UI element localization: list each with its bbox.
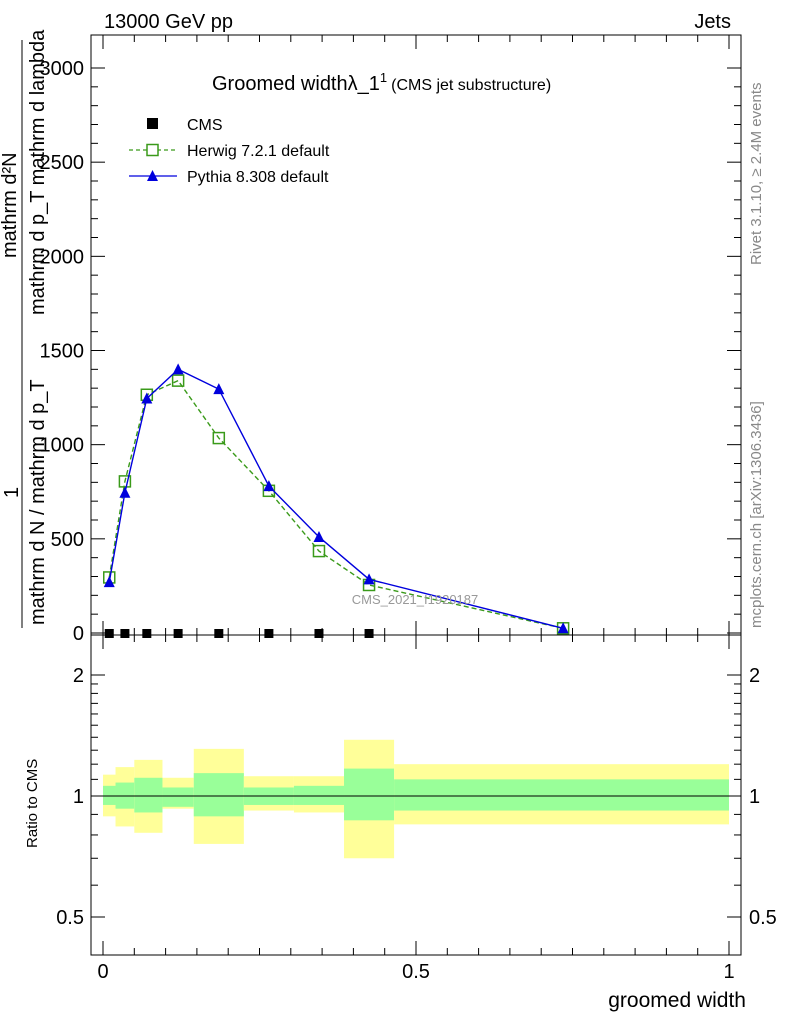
cms-data-point	[264, 629, 274, 638]
y-axis-label-one: 1	[1, 487, 23, 498]
series-line-2	[108, 368, 564, 629]
ratio-inner-band	[162, 787, 194, 807]
pythia-data-point	[141, 392, 153, 404]
x-tick-label: 0.5	[402, 961, 430, 983]
pythia-data-point	[119, 486, 131, 498]
cms-data-point	[120, 629, 130, 638]
herwig-data-point	[212, 431, 226, 445]
main-axes	[91, 35, 741, 635]
cms-data-point	[364, 629, 374, 638]
main-series-layer	[103, 363, 570, 638]
y-tick-label: 0	[73, 623, 84, 645]
cms-data-point	[104, 629, 114, 638]
legend: CMS Herwig 7.2.1 default Pythia 8.308 de…	[129, 117, 330, 186]
legend-label-cms: CMS	[187, 117, 223, 134]
chart-title-sup: 1	[380, 70, 387, 85]
rivet-version-label: Rivet 3.1.10, ≥ 2.4M events	[748, 83, 765, 266]
ratio-y-tick-label: 0.5	[56, 907, 84, 929]
pythia-data-point	[172, 363, 184, 375]
main-plot-panel: 0 500 1000 1500 2000 2500 3000 Groomed widthλ_…	[0, 29, 742, 645]
ratio-plot-frame	[90, 634, 742, 956]
pythia-data-point	[313, 530, 325, 542]
cms-data-point	[142, 629, 152, 638]
chart-title-main: Groomed widthλ_1	[212, 73, 380, 95]
chart-title-sub: (CMS jet substructure)	[391, 77, 551, 94]
pythia-data-point	[557, 622, 569, 634]
pythia-data-point	[213, 383, 225, 395]
herwig-data-point	[171, 374, 185, 387]
chart-title: Groomed widthλ_11 (CMS jet substructure)	[212, 70, 551, 95]
x-axis-label: groomed width	[608, 989, 746, 1012]
ratio-y-tick-label: 1	[73, 786, 84, 808]
cms-data-point	[214, 629, 224, 638]
ratio-inner-band	[134, 777, 163, 813]
legend-marker-herwig	[146, 143, 159, 157]
ratio-y-tick-label: 2	[73, 665, 84, 687]
analysis-watermark: CMS_2021_I1920187	[352, 592, 479, 607]
category-label: Jets	[694, 11, 731, 33]
cms-data-point	[173, 629, 183, 638]
ratio-inner-band	[344, 768, 395, 821]
y-tick-label: 1000	[40, 435, 85, 457]
ratio-y-axis-label: Ratio to CMS	[24, 759, 41, 848]
legend-marker-pythia	[147, 170, 158, 181]
ratio-bands	[103, 739, 729, 859]
y-tick-label: 2000	[40, 246, 85, 268]
y-axis-label-denominator: mathrm d p_T mathrm d lambda	[27, 29, 49, 315]
ratio-inner-band	[103, 785, 116, 805]
x-tick-label: 0	[97, 961, 108, 983]
mcplots-label: mcplots.cern.ch [arXiv:1306.3436]	[748, 401, 765, 628]
ratio-y-tick-label-right: 2	[749, 665, 760, 687]
ratio-y-tick-label-right: 1	[749, 786, 760, 808]
legend-label-herwig: Herwig 7.2.1 default	[187, 143, 330, 160]
y-tick-label: 500	[51, 529, 84, 551]
pythia-data-point	[103, 576, 115, 588]
series-line-1	[108, 379, 564, 629]
legend-label-pythia: Pythia 8.308 default	[187, 169, 329, 186]
y-tick-label: 2500	[40, 152, 85, 174]
x-tick-label: 1	[723, 961, 734, 983]
y-axis-label-bottom: mathrm d N / mathrm d p_T	[27, 379, 49, 625]
herwig-data-point	[312, 544, 326, 558]
ratio-y-tick-labels: 0.5 0.5 1 1 2 2	[56, 665, 777, 929]
energy-label: 13000 GeV pp	[104, 11, 233, 33]
ratio-axes	[91, 635, 741, 955]
legend-marker-cms	[147, 118, 158, 129]
ratio-y-tick-label-right: 0.5	[749, 907, 777, 929]
ratio-plot-panel: 0.5 0.51 12 2 0 0.5 1 Ratio to CMS groomed wi…	[24, 634, 777, 1012]
main-y-tick-labels: 0 500 1000 1500 2000 2500 3000	[40, 58, 85, 645]
x-tick-labels: 0 0.5 1	[97, 961, 734, 983]
y-axis-label-numerator: mathrm d²N	[0, 152, 21, 258]
y-tick-label: 1500	[40, 341, 85, 363]
y-tick-label: 3000	[40, 58, 85, 80]
cms-data-point	[314, 629, 324, 638]
ratio-inner-band	[293, 785, 345, 805]
pythia-data-point	[263, 480, 275, 492]
ratio-inner-band	[193, 773, 244, 817]
pythia-data-point	[363, 573, 375, 585]
ratio-inner-band	[394, 779, 729, 811]
